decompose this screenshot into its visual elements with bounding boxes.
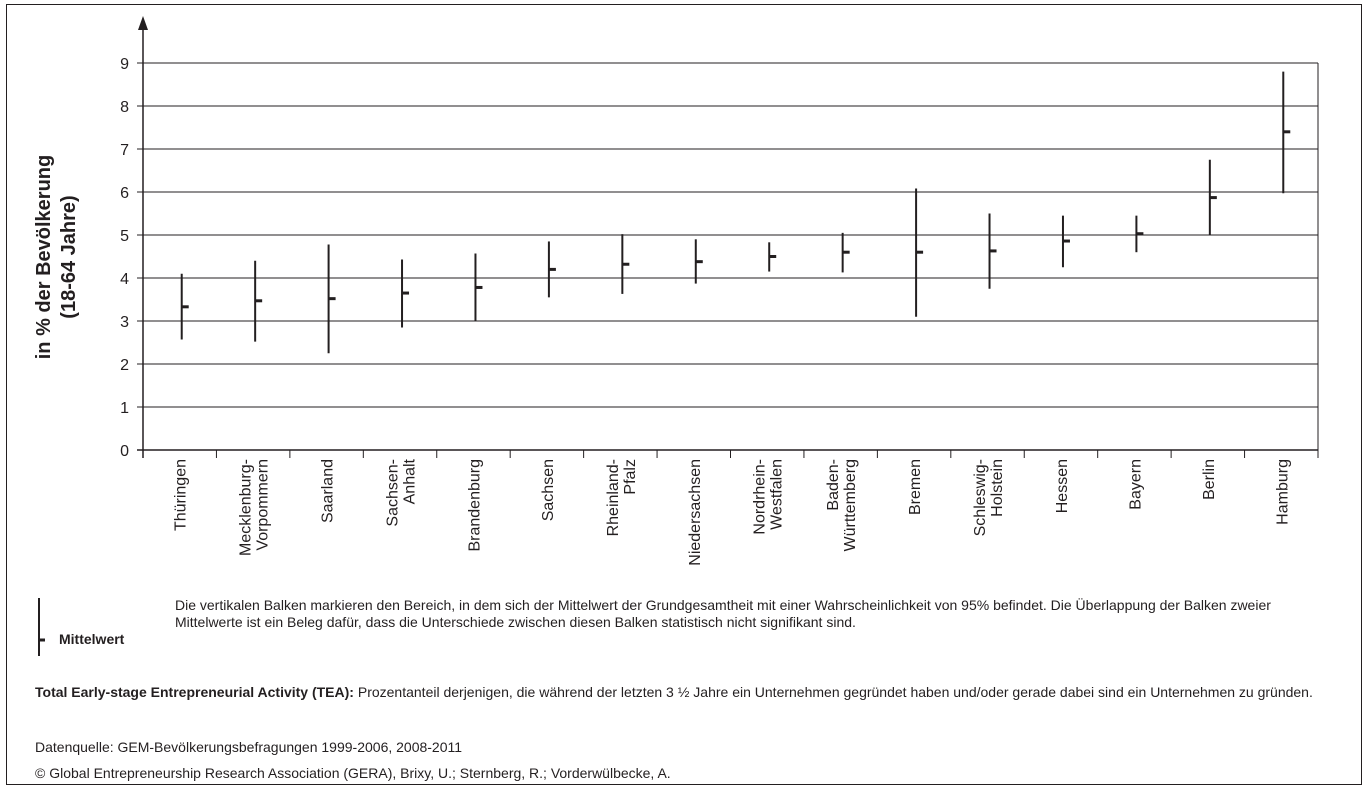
x-category-label-line: Vorpommern bbox=[255, 459, 272, 551]
tea-term: Total Early-stage Entrepreneurial Activi… bbox=[35, 684, 354, 700]
figure-frame bbox=[6, 4, 1362, 785]
x-category-label-line: Baden- bbox=[825, 459, 842, 511]
x-category-label: Sachsen bbox=[540, 459, 557, 521]
copyright: © Global Entrepreneurship Research Assoc… bbox=[35, 765, 671, 781]
x-category-label: Bayern bbox=[1127, 459, 1144, 510]
x-category-label-line: Württemberg bbox=[842, 459, 859, 551]
x-category-label: Saarland bbox=[320, 459, 337, 523]
tea-definition: Total Early-stage Entrepreneurial Activi… bbox=[35, 684, 1335, 701]
y-tick-label: 4 bbox=[120, 271, 129, 288]
y-tick-label: 2 bbox=[120, 357, 129, 374]
x-category-label-line: Schleswig- bbox=[972, 459, 989, 536]
x-category-label: Nordrhein- Westfalen bbox=[752, 459, 786, 535]
legend-mean-label: Mittelwert bbox=[59, 631, 125, 647]
y-tick-label: 0 bbox=[120, 443, 129, 460]
x-category-label: Baden- Württemberg bbox=[825, 459, 859, 551]
x-category-label: Thüringen bbox=[173, 459, 190, 531]
legend: Mittelwert bbox=[38, 598, 125, 656]
x-category-label-line: Niedersachsen bbox=[687, 459, 704, 566]
x-category-label: Hamburg bbox=[1274, 459, 1291, 525]
x-category-label: Schleswig- Holstein bbox=[972, 459, 1006, 536]
y-tick-label: 5 bbox=[120, 228, 129, 245]
x-category-label-line: Berlin bbox=[1201, 459, 1218, 500]
y-tick-label: 3 bbox=[120, 314, 129, 331]
x-category-label-line: Anhalt bbox=[402, 458, 419, 504]
y-tick-label: 7 bbox=[120, 142, 129, 159]
x-category-label-line: Hessen bbox=[1054, 459, 1071, 513]
y-axis-arrow bbox=[138, 16, 148, 30]
x-category-label: Sachsen- Anhalt bbox=[385, 458, 419, 526]
legend-description: Die vertikalen Balken markieren den Bere… bbox=[175, 597, 1271, 630]
x-category-label-line: Sachsen bbox=[540, 459, 557, 521]
y-axis-label-line2: (18-64 Jahre) bbox=[58, 195, 80, 318]
x-category-label-line: Saarland bbox=[320, 459, 337, 523]
y-axis-label-line1: in % der Bevölkerung bbox=[33, 155, 55, 360]
axes bbox=[137, 16, 1319, 458]
x-category-label: Brandenburg bbox=[466, 459, 483, 552]
x-category-label-line: Sachsen- bbox=[385, 459, 402, 527]
x-category-label: Niedersachsen bbox=[687, 459, 704, 566]
y-tick-labels: 0 1 2 3 4 5 6 7 8 9 bbox=[120, 56, 129, 460]
tea-errorbar-chart: 0 1 2 3 4 5 6 7 8 9 Thüringen Mecklenburg- Vorpomme… bbox=[33, 16, 1319, 566]
error-bars bbox=[180, 71, 1291, 354]
y-tick-label: 6 bbox=[120, 185, 129, 202]
x-category-label-line: Bremen bbox=[907, 459, 924, 515]
y-tick-label: 9 bbox=[120, 56, 129, 73]
gridlines bbox=[143, 62, 1318, 408]
x-category-label-line: Rheinland- bbox=[605, 459, 622, 536]
y-tick-label: 8 bbox=[120, 99, 129, 116]
data-source: Datenquelle: GEM-Bevölkerungsbefragungen… bbox=[35, 739, 463, 755]
x-category-label-line: Holstein bbox=[989, 459, 1006, 517]
x-category-label-line: Hamburg bbox=[1274, 459, 1291, 525]
x-category-label-line: Brandenburg bbox=[466, 459, 483, 552]
x-category-label-line: Mecklenburg- bbox=[238, 459, 255, 556]
x-category-label: Berlin bbox=[1201, 459, 1218, 500]
x-category-label-line: Bayern bbox=[1127, 459, 1144, 510]
x-category-label: Bremen bbox=[907, 459, 924, 515]
x-category-label-line: Pfalz bbox=[622, 459, 639, 495]
y-tick-label: 1 bbox=[120, 400, 129, 417]
x-category-label: Hessen bbox=[1054, 459, 1071, 513]
x-category-label-line: Nordrhein- bbox=[752, 459, 769, 535]
x-category-label: Rheinland- Pfalz bbox=[605, 459, 639, 536]
x-category-label-line: Westfalen bbox=[769, 459, 786, 530]
x-category-label: Mecklenburg- Vorpommern bbox=[238, 459, 272, 556]
x-category-labels: Thüringen Mecklenburg- Vorpommern Saarland S… bbox=[173, 458, 1292, 565]
x-category-label-line: Thüringen bbox=[173, 459, 190, 531]
tea-definition-text: Prozentanteil derjenigen, die während de… bbox=[353, 684, 1313, 700]
